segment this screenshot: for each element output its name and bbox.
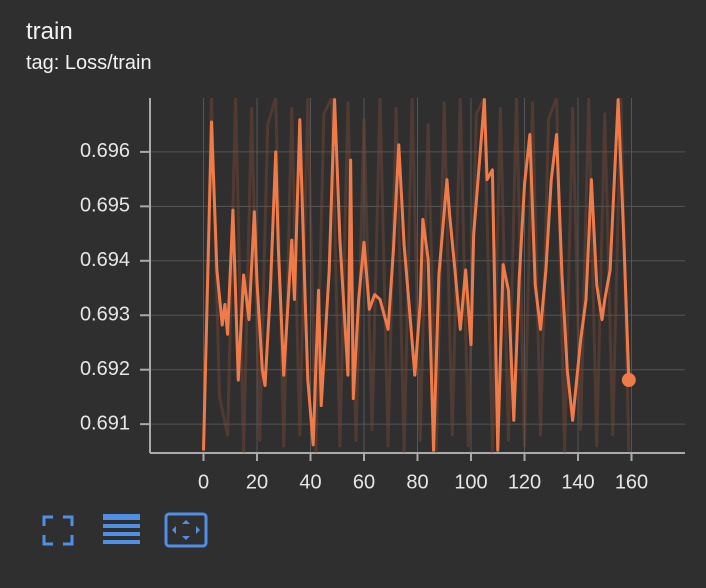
x-tick-label: 120	[508, 471, 541, 493]
x-tick-label: 0	[198, 471, 209, 493]
y-tick-label: 0.695	[80, 195, 130, 217]
x-tick-label: 100	[454, 471, 487, 493]
x-tick-label: 20	[246, 471, 268, 493]
card-subtitle: tag: Loss/train	[26, 52, 152, 74]
x-tick-label: 40	[299, 471, 321, 493]
x-tick-label: 140	[561, 471, 594, 493]
y-tick-label: 0.691	[80, 412, 130, 434]
line	[202, 98, 631, 453]
y-tick-label: 0.694	[80, 249, 130, 271]
x-tick-label: 160	[615, 471, 648, 493]
x-tick-label: 60	[353, 471, 375, 493]
y-tick-label: 0.692	[80, 358, 130, 380]
card-title: train	[26, 18, 73, 45]
fit-icon[interactable]	[42, 515, 74, 546]
zoom-reset-icon[interactable]	[164, 512, 208, 548]
legend-toggle-icon[interactable]	[103, 514, 140, 544]
y-tick-label: 0.693	[80, 304, 130, 326]
line	[202, 98, 631, 452]
x-tick-label: 80	[406, 471, 428, 493]
y-tick-label: 0.696	[80, 140, 130, 162]
last-point	[621, 373, 636, 388]
